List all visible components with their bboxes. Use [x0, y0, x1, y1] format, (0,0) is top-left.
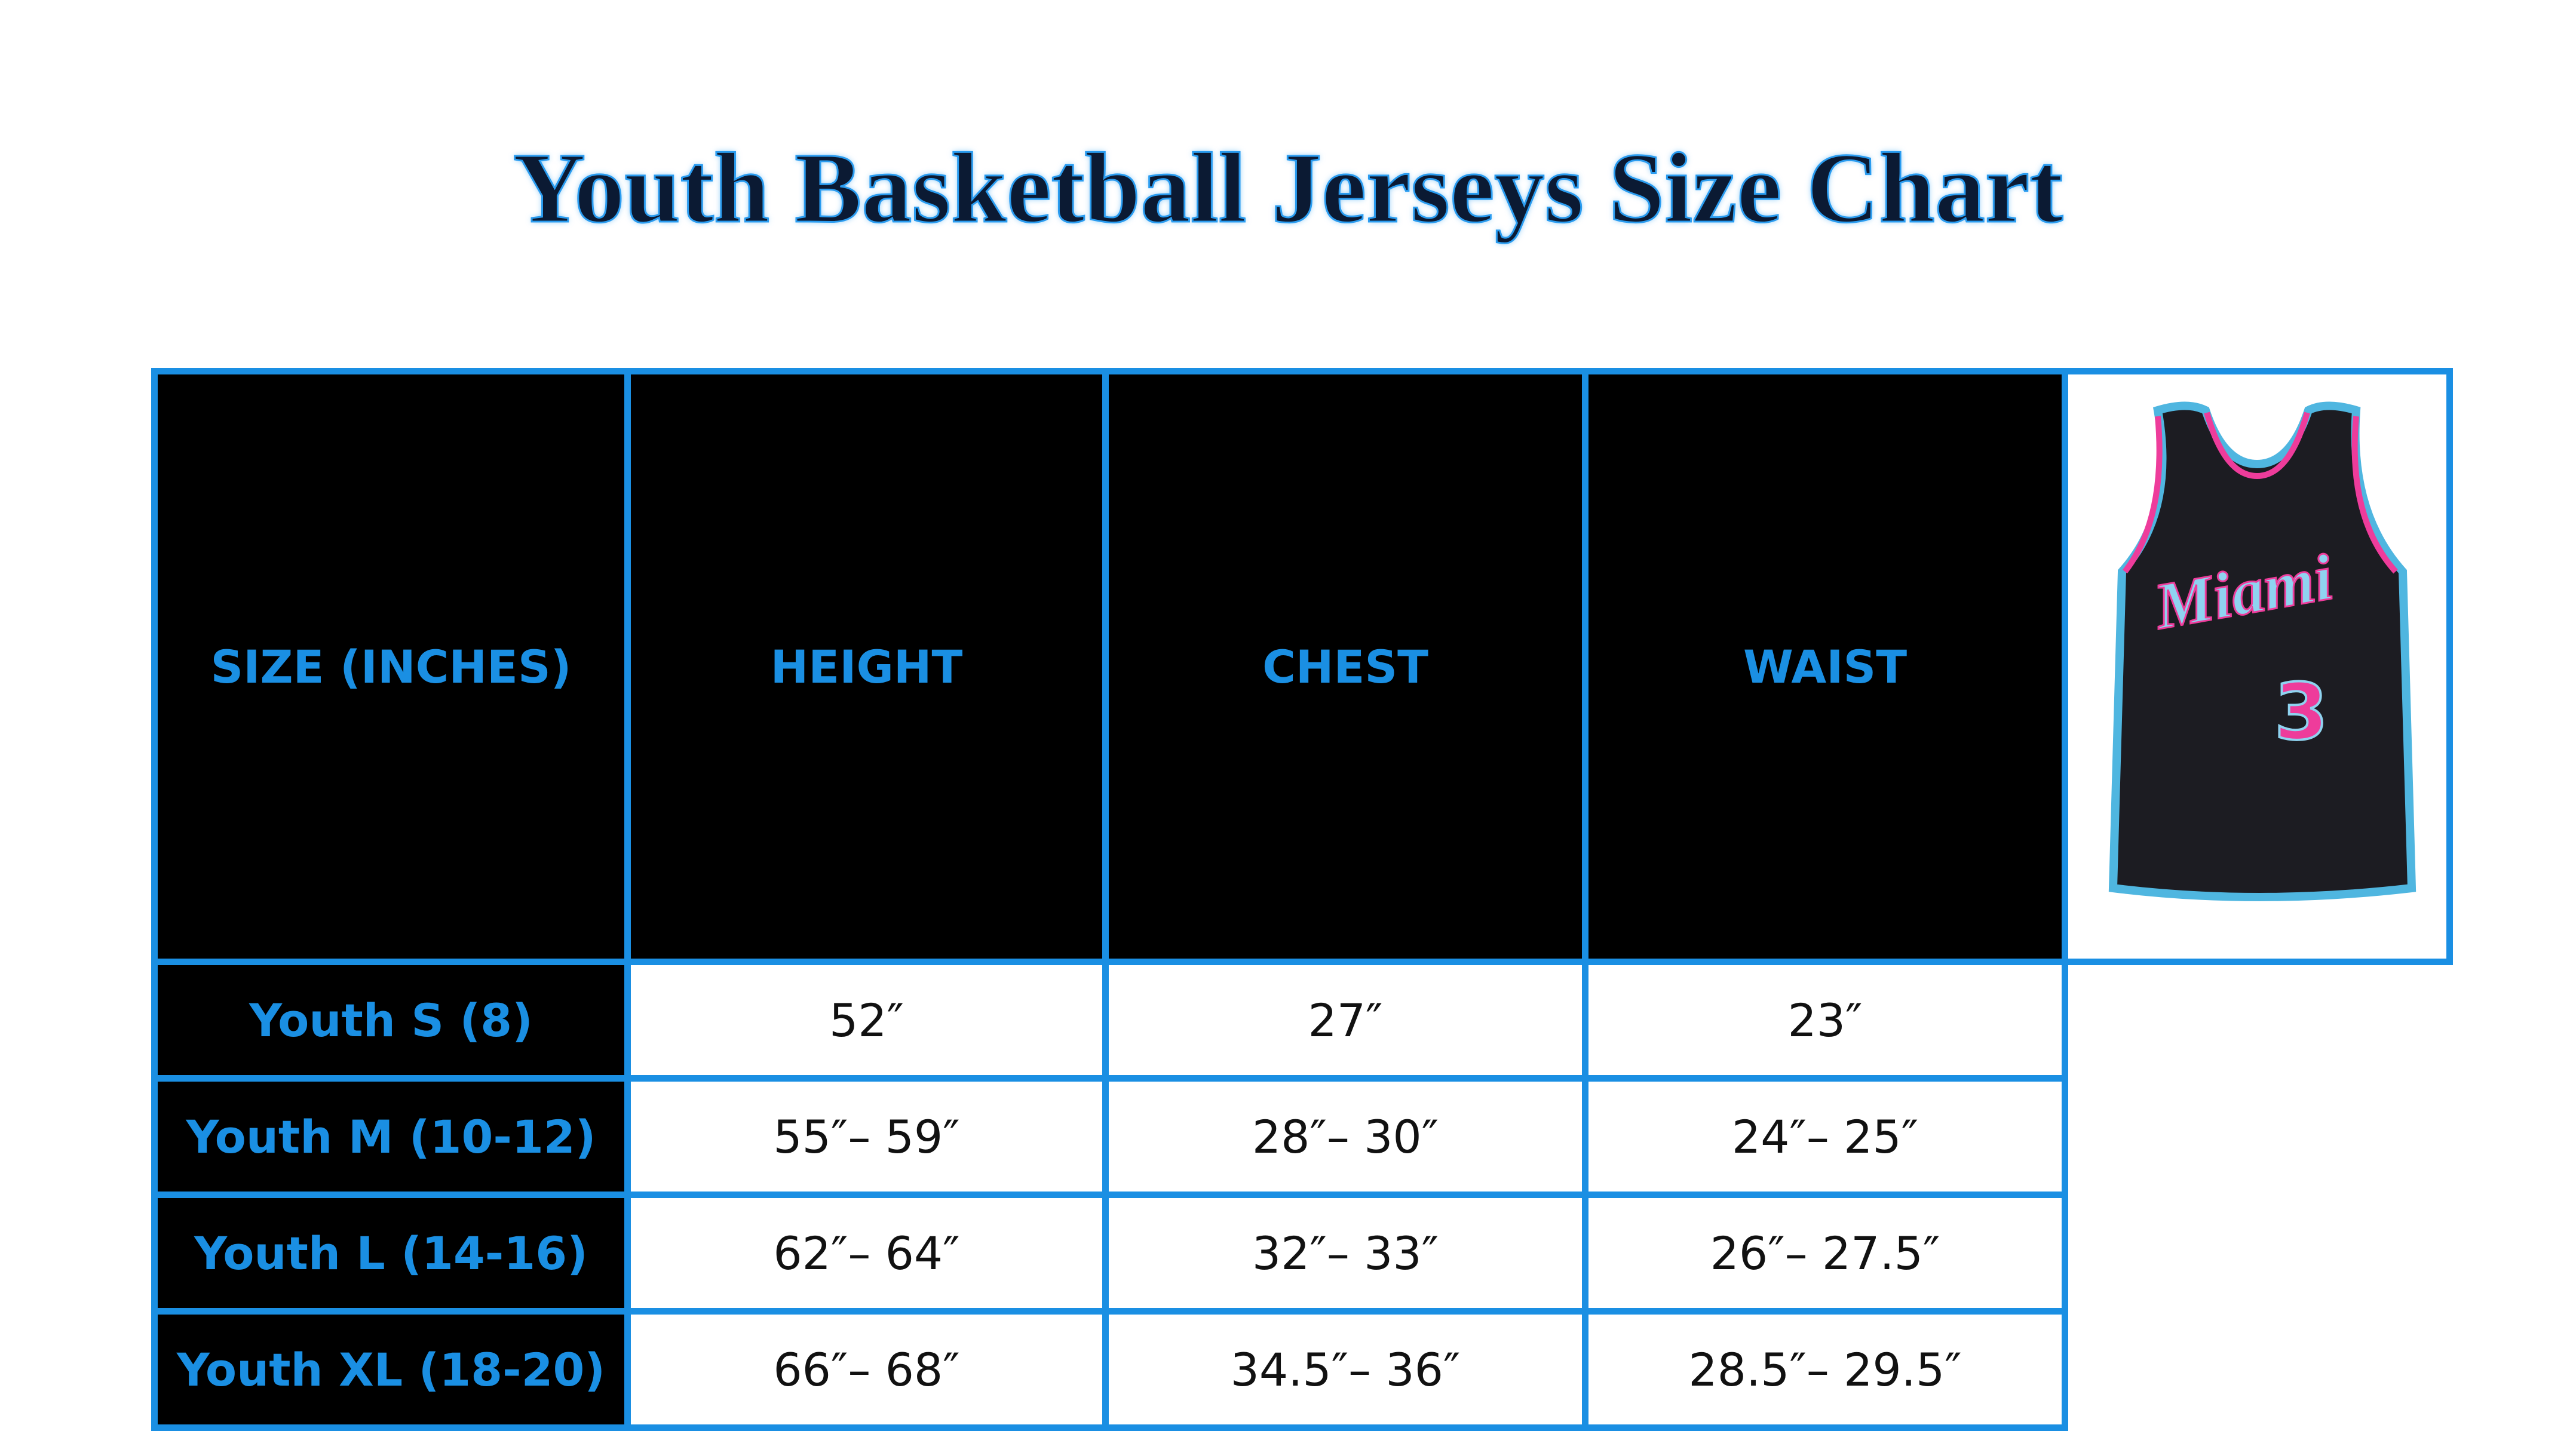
jersey-number: 3: [2274, 667, 2328, 757]
table-row: Youth S (8) 52″ 27″ 23″: [151, 959, 2450, 1082]
row-header: Youth L (14-16): [151, 1192, 631, 1315]
column-header: SIZE (INCHES): [151, 368, 631, 965]
page-title: Youth Basketball Jerseys Size Chart: [512, 132, 2064, 245]
page: Youth Basketball Jerseys Size Chart SIZE…: [151, 131, 2453, 1431]
jersey-armhole: [2351, 416, 2398, 574]
table-row: Youth XL (18-20) 66″– 68″ 34.5″– 36″ 28.5″–…: [151, 1308, 2450, 1431]
column-header: CHEST: [1102, 368, 1588, 965]
size-table: SIZE (INCHES) HEIGHT CHEST WAIST Miami 3 Yo…: [151, 368, 2453, 1431]
cell: 23″: [1582, 959, 2068, 1082]
cell: 66″– 68″: [624, 1308, 1109, 1431]
cell: 62″– 64″: [624, 1192, 1109, 1315]
row-header: Youth XL (18-20): [151, 1308, 631, 1431]
jersey-image-cell: Miami 3: [2062, 368, 2453, 965]
cell: 52″: [624, 959, 1109, 1082]
row-header: Youth S (8): [151, 959, 631, 1082]
column-header: HEIGHT: [624, 368, 1109, 965]
cell: 28.5″– 29.5″: [1582, 1308, 2068, 1431]
jersey-collar: [2204, 412, 2310, 480]
cell: 32″– 33″: [1102, 1192, 1588, 1315]
jersey-armhole: [2123, 416, 2163, 574]
header-row: SIZE (INCHES) HEIGHT CHEST WAIST Miami 3: [151, 368, 2453, 965]
cell: 34.5″– 36″: [1102, 1308, 1588, 1431]
cell: 26″– 27.5″: [1582, 1192, 2068, 1315]
cell: 27″: [1102, 959, 1588, 1082]
table-row: Youth L (14-16) 62″– 64″ 32″– 33″ 26″– 27.5…: [151, 1192, 2450, 1315]
jersey-image: Miami 3: [2108, 401, 2416, 901]
column-header: WAIST: [1582, 368, 2068, 965]
